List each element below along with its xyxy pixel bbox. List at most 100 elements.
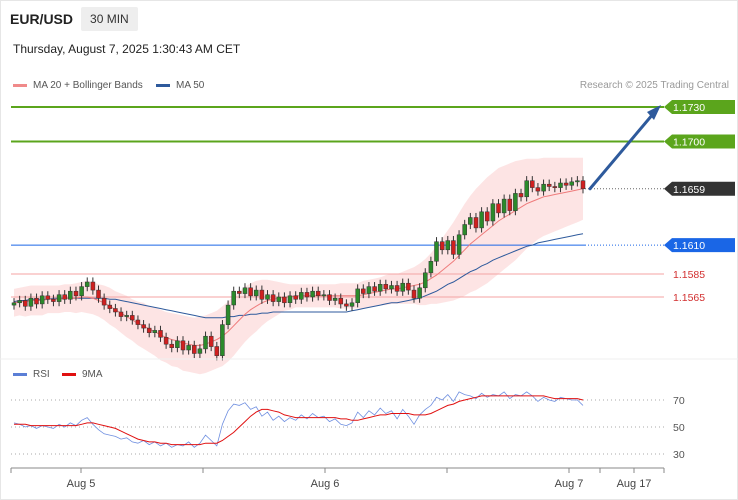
- level-label-1.1585: 1.1585: [673, 269, 705, 281]
- candle-body: [17, 300, 22, 304]
- candle-body: [468, 217, 473, 225]
- candle-body: [270, 294, 276, 302]
- candles: [11, 176, 586, 361]
- candle-body: [282, 296, 287, 304]
- candle-body: [51, 299, 56, 302]
- x-tick-label: Aug 5: [67, 478, 96, 490]
- candle-body: [423, 272, 428, 289]
- candle-body: [231, 290, 236, 306]
- candle-body: [535, 187, 541, 192]
- candle-body: [366, 286, 372, 294]
- candle-body: [214, 346, 220, 356]
- candle-body: [304, 292, 310, 298]
- level-tag-1.1700: [664, 134, 735, 149]
- candle-body: [445, 240, 451, 251]
- legend-ma50-label: MA 50: [176, 80, 205, 91]
- chart-header: EUR/USD 30 MIN: [0, 6, 138, 32]
- candle-body: [355, 288, 360, 303]
- candle-body: [484, 211, 490, 222]
- candle-body: [56, 294, 62, 302]
- candle-body: [569, 181, 574, 186]
- candle-body: [287, 295, 293, 303]
- candle-body: [62, 294, 67, 300]
- candle-body: [135, 319, 141, 325]
- candle-body: [113, 308, 118, 313]
- candle-body: [558, 182, 563, 188]
- level-label-1.1659: 1.1659: [673, 184, 705, 196]
- candle-body: [580, 180, 586, 190]
- candle-body: [507, 198, 513, 211]
- level-tag-1.1610: [664, 238, 735, 253]
- rsi-tick-label: 50: [673, 422, 685, 434]
- candle-body: [462, 224, 467, 236]
- candle-body: [530, 180, 535, 188]
- candle-body: [501, 198, 507, 214]
- candle-body: [377, 284, 383, 292]
- candle-body: [84, 281, 90, 287]
- candle-body: [349, 302, 355, 307]
- candle-body: [332, 297, 338, 301]
- candle-body: [45, 295, 51, 300]
- rsi-swatch: [13, 373, 27, 376]
- candle-body: [141, 324, 146, 329]
- ma20-swatch: [13, 84, 27, 87]
- rsi-ma9-swatch: [62, 373, 76, 376]
- candle-body: [90, 281, 96, 291]
- ma50-line: [13, 233, 584, 319]
- candle-body: [158, 330, 163, 338]
- candle-body: [451, 240, 456, 255]
- legend-rsi-ma9-label: 9MA: [82, 369, 103, 380]
- candle-body: [490, 203, 496, 222]
- x-tick-label: Aug 6: [311, 478, 340, 490]
- rsi-ma9-line: [14, 395, 584, 446]
- candle-body: [73, 290, 79, 297]
- candle-body: [163, 337, 169, 345]
- candle-body: [68, 290, 73, 300]
- candle-body: [118, 311, 124, 317]
- candle-body: [411, 289, 417, 299]
- x-tick-label: Aug 7: [555, 478, 584, 490]
- candle-body: [417, 287, 422, 299]
- research-credit: Research © 2025 Trading Central: [579, 80, 729, 91]
- level-label-1.1730: 1.1730: [673, 102, 705, 114]
- datetime-label: Thursday, August 7, 2025 1:30:43 AM CET: [13, 42, 241, 56]
- candle-body: [265, 294, 270, 300]
- candle-body: [192, 345, 197, 354]
- legend-rsi-ma9: 9MA: [62, 369, 103, 380]
- candle-body: [394, 285, 400, 292]
- candle-body: [96, 289, 101, 299]
- level-label-1.1565: 1.1565: [673, 292, 705, 304]
- candle-body: [479, 211, 484, 229]
- candle-body: [496, 203, 501, 214]
- candle-body: [361, 288, 366, 294]
- candle-body: [146, 327, 152, 333]
- candle-body: [197, 348, 203, 354]
- candle-body: [439, 241, 445, 251]
- candle-body: [276, 296, 282, 302]
- projection-arrow-head: [647, 105, 661, 120]
- candle-body: [34, 297, 39, 305]
- candle-body: [552, 186, 558, 188]
- rsi-tick-label: 70: [673, 395, 685, 407]
- candle-body: [23, 300, 28, 307]
- level-label-1.1700: 1.1700: [673, 137, 705, 149]
- candle-body: [11, 302, 17, 306]
- bollinger-band-area: [14, 157, 583, 375]
- candle-body: [338, 297, 344, 305]
- candle-body: [253, 289, 259, 297]
- candle-body: [400, 282, 405, 292]
- candle-body: [220, 324, 225, 356]
- rsi-tick-label: 30: [673, 449, 685, 461]
- legend-rsi-label: RSI: [33, 369, 50, 380]
- timeframe-badge[interactable]: 30 MIN: [81, 7, 138, 31]
- candle-body: [372, 286, 377, 292]
- candle-body: [546, 183, 552, 187]
- candle-body: [456, 234, 462, 255]
- candle-body: [383, 284, 389, 290]
- candle-body: [130, 315, 135, 321]
- candle-body: [248, 287, 253, 297]
- candle-body: [344, 303, 349, 307]
- candle-body: [39, 295, 45, 305]
- candle-body: [563, 182, 569, 186]
